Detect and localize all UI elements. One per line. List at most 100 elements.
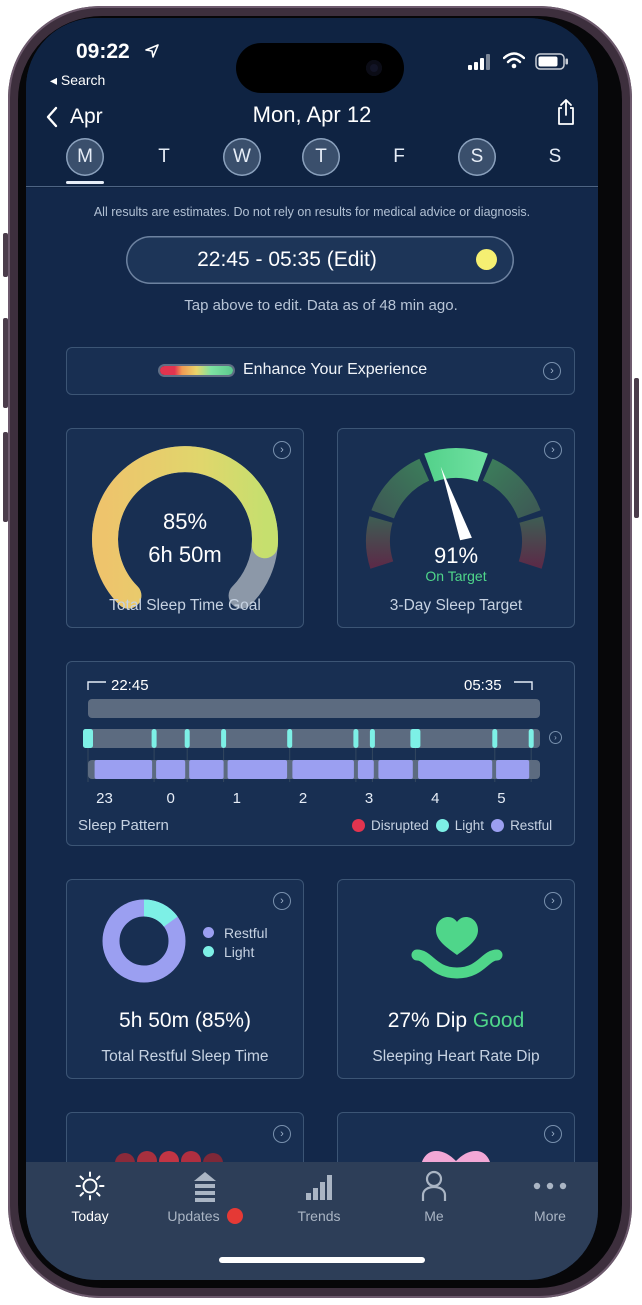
sleep-pattern-caption: Sleep Pattern bbox=[78, 817, 169, 834]
chevron-right-icon: › bbox=[543, 362, 561, 380]
updates-icon bbox=[194, 1172, 216, 1202]
target-segment-3 bbox=[482, 458, 541, 519]
light-segment bbox=[83, 729, 93, 748]
day-2[interactable]: W bbox=[223, 138, 261, 176]
hour-tick-label: 23 bbox=[96, 790, 113, 807]
chevron-right-icon: › bbox=[273, 892, 291, 910]
light-segment bbox=[369, 729, 375, 748]
app-screen: 09:22 ◂ Search Apr Mon, Apr 12 M T W T F S S A… bbox=[26, 18, 598, 1280]
restful-segment bbox=[227, 760, 288, 779]
day-1[interactable]: T bbox=[158, 146, 170, 167]
tab-updates[interactable]: Updates bbox=[160, 1170, 250, 1224]
start-bracket-icon bbox=[87, 681, 106, 690]
tab-today[interactable]: Today bbox=[45, 1170, 135, 1224]
light-segment bbox=[221, 729, 227, 748]
sun-icon bbox=[75, 1171, 105, 1201]
back-month-button[interactable]: Apr bbox=[70, 105, 103, 128]
disrupted-track bbox=[88, 699, 540, 718]
chevron-right-icon: › bbox=[273, 441, 291, 459]
day-6[interactable]: S bbox=[548, 146, 562, 167]
hour-tick-label: 0 bbox=[167, 790, 175, 807]
restful-segment bbox=[378, 760, 413, 779]
target-segment-1 bbox=[371, 458, 430, 519]
disclaimer-text: All results are estimates. Do not rely o… bbox=[93, 205, 531, 219]
restful-segment bbox=[292, 760, 354, 779]
legend-light-dot bbox=[435, 819, 449, 832]
heart-dip-icon bbox=[411, 917, 503, 979]
battery-icon bbox=[535, 53, 568, 70]
sleep-window-button[interactable]: 22:45 - 05:35 (Edit) bbox=[126, 236, 514, 284]
tab-me[interactable]: Me bbox=[389, 1170, 479, 1224]
more-dots-icon bbox=[533, 1182, 567, 1190]
chevron-right-icon: › bbox=[544, 892, 562, 910]
legend-light-label: Light bbox=[454, 818, 485, 833]
chevron-right-icon: › bbox=[544, 441, 562, 459]
legend-light-dot bbox=[203, 946, 214, 957]
restful-segment bbox=[357, 760, 374, 779]
share-icon[interactable] bbox=[556, 98, 576, 126]
header-divider bbox=[26, 186, 598, 187]
cellular-signal-icon bbox=[468, 54, 490, 70]
restful-caption: Total Restful Sleep Time bbox=[101, 1048, 269, 1065]
pattern-start-time: 22:45 bbox=[111, 677, 149, 694]
notification-badge bbox=[226, 1208, 243, 1224]
day-5[interactable]: S bbox=[458, 138, 496, 176]
sleep-window-label: 22:45 - 05:35 (Edit) bbox=[197, 248, 377, 271]
restful-segment bbox=[94, 760, 153, 779]
three-day-target-card[interactable]: › 91% On Target 3-Day Sleep Target bbox=[337, 428, 575, 628]
day-0[interactable]: M bbox=[66, 138, 104, 176]
restful-segment bbox=[189, 760, 224, 779]
target-caption: 3-Day Sleep Target bbox=[389, 597, 523, 614]
tab-today-label: Today bbox=[71, 1208, 109, 1224]
target-segment-0 bbox=[366, 516, 394, 569]
tab-more-label: More bbox=[534, 1208, 566, 1224]
tab-trends[interactable]: Trends bbox=[274, 1170, 364, 1224]
light-segment bbox=[492, 729, 498, 748]
target-segment-2 bbox=[424, 448, 488, 482]
light-segment bbox=[528, 729, 534, 748]
end-bracket-icon bbox=[514, 681, 533, 690]
day-4[interactable]: F bbox=[393, 146, 405, 167]
legend-restful-dot bbox=[203, 927, 214, 938]
sleep-goal-caption: Total Sleep Time Goal bbox=[109, 597, 261, 614]
restful-sleep-card[interactable]: › Restful Light 5h 50m (85%) Total Restf… bbox=[66, 879, 304, 1079]
sleep-pattern-chart: 23 0 1 2 3 4 5 bbox=[83, 729, 540, 807]
total-sleep-goal-card[interactable]: › 85% 6h 50m Total Sleep Time Goal bbox=[66, 428, 304, 628]
light-track bbox=[88, 729, 540, 748]
light-segment bbox=[353, 729, 359, 748]
sleep-window-hint: Tap above to edit. Data as of 48 min ago… bbox=[184, 297, 458, 314]
light-segment bbox=[410, 729, 421, 748]
hr-dip-rating: Good bbox=[472, 1009, 525, 1032]
hr-dip-caption: Sleeping Heart Rate Dip bbox=[372, 1048, 540, 1065]
tab-more[interactable]: More bbox=[505, 1170, 595, 1224]
back-chevron-icon[interactable] bbox=[45, 106, 59, 128]
status-time: 09:22 bbox=[76, 40, 130, 63]
light-segment bbox=[151, 729, 157, 748]
location-arrow-icon bbox=[145, 44, 159, 58]
hr-dip-value: 27% Dip bbox=[387, 1009, 468, 1032]
selected-day-underline bbox=[66, 181, 104, 184]
tab-trends-label: Trends bbox=[297, 1208, 341, 1224]
sleep-pattern-card[interactable]: 22:45 05:35 23 0 1 2 3 4 5 › Sleep Pattern Dis… bbox=[66, 661, 575, 846]
legend-restful-label: Restful bbox=[224, 925, 268, 941]
volume-down-button bbox=[3, 432, 8, 522]
enhance-experience-button[interactable]: Enhance Your Experience › bbox=[66, 347, 575, 395]
restful-segment bbox=[496, 760, 530, 779]
pattern-legend: Disrupted Light Restful bbox=[352, 818, 552, 833]
home-indicator bbox=[219, 1257, 425, 1263]
back-to-search-link[interactable]: ◂ Search bbox=[50, 72, 106, 88]
camera-icon bbox=[366, 60, 382, 76]
tab-updates-label: Updates bbox=[167, 1208, 220, 1224]
wifi-icon bbox=[503, 52, 525, 69]
restful-value: 5h 50m (85%) bbox=[119, 1009, 251, 1032]
target-segment-4 bbox=[518, 516, 546, 569]
chevron-right-icon: › bbox=[273, 1125, 291, 1143]
legend-disrupted-dot bbox=[352, 819, 365, 832]
legend-disrupted-label: Disrupted bbox=[371, 818, 429, 833]
hr-dip-value-row: 27% Dip Good bbox=[338, 1009, 574, 1033]
restful-segment bbox=[418, 760, 493, 779]
target-percent: 91% bbox=[433, 543, 479, 568]
sleep-goal-percent: 85% bbox=[162, 509, 208, 534]
day-3[interactable]: T bbox=[302, 138, 340, 176]
hr-dip-card[interactable]: › 27% Dip Good Sleeping Heart Rate Dip bbox=[337, 879, 575, 1079]
